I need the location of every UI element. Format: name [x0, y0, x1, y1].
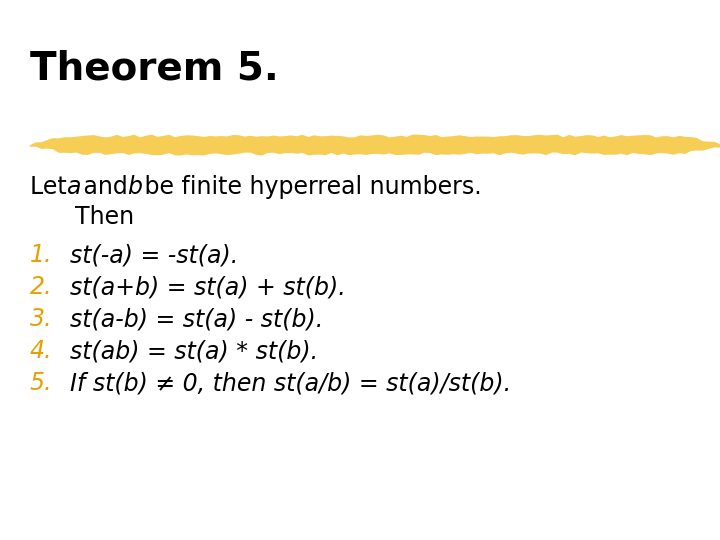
Text: Theorem 5.: Theorem 5. [30, 50, 279, 88]
Text: st(a+b) = st(a) + st(b).: st(a+b) = st(a) + st(b). [70, 275, 346, 299]
Text: If st(b) ≠ 0, then st(a/b) = st(a)/st(b).: If st(b) ≠ 0, then st(a/b) = st(a)/st(b)… [70, 371, 511, 395]
Polygon shape [30, 134, 720, 156]
Text: b: b [127, 175, 142, 199]
Text: 5.: 5. [30, 371, 53, 395]
Text: be finite hyperreal numbers.: be finite hyperreal numbers. [137, 175, 482, 199]
Text: Then: Then [75, 205, 134, 229]
Text: st(ab) = st(a) * st(b).: st(ab) = st(a) * st(b). [70, 339, 318, 363]
Text: st(a-b) = st(a) - st(b).: st(a-b) = st(a) - st(b). [70, 307, 323, 331]
Text: 3.: 3. [30, 307, 53, 331]
Text: a: a [66, 175, 81, 199]
Text: Let: Let [30, 175, 74, 199]
Text: and: and [76, 175, 135, 199]
Text: 4.: 4. [30, 339, 53, 363]
Text: 1.: 1. [30, 243, 53, 267]
Text: 2.: 2. [30, 275, 53, 299]
Text: st(-a) = -st(a).: st(-a) = -st(a). [70, 243, 238, 267]
